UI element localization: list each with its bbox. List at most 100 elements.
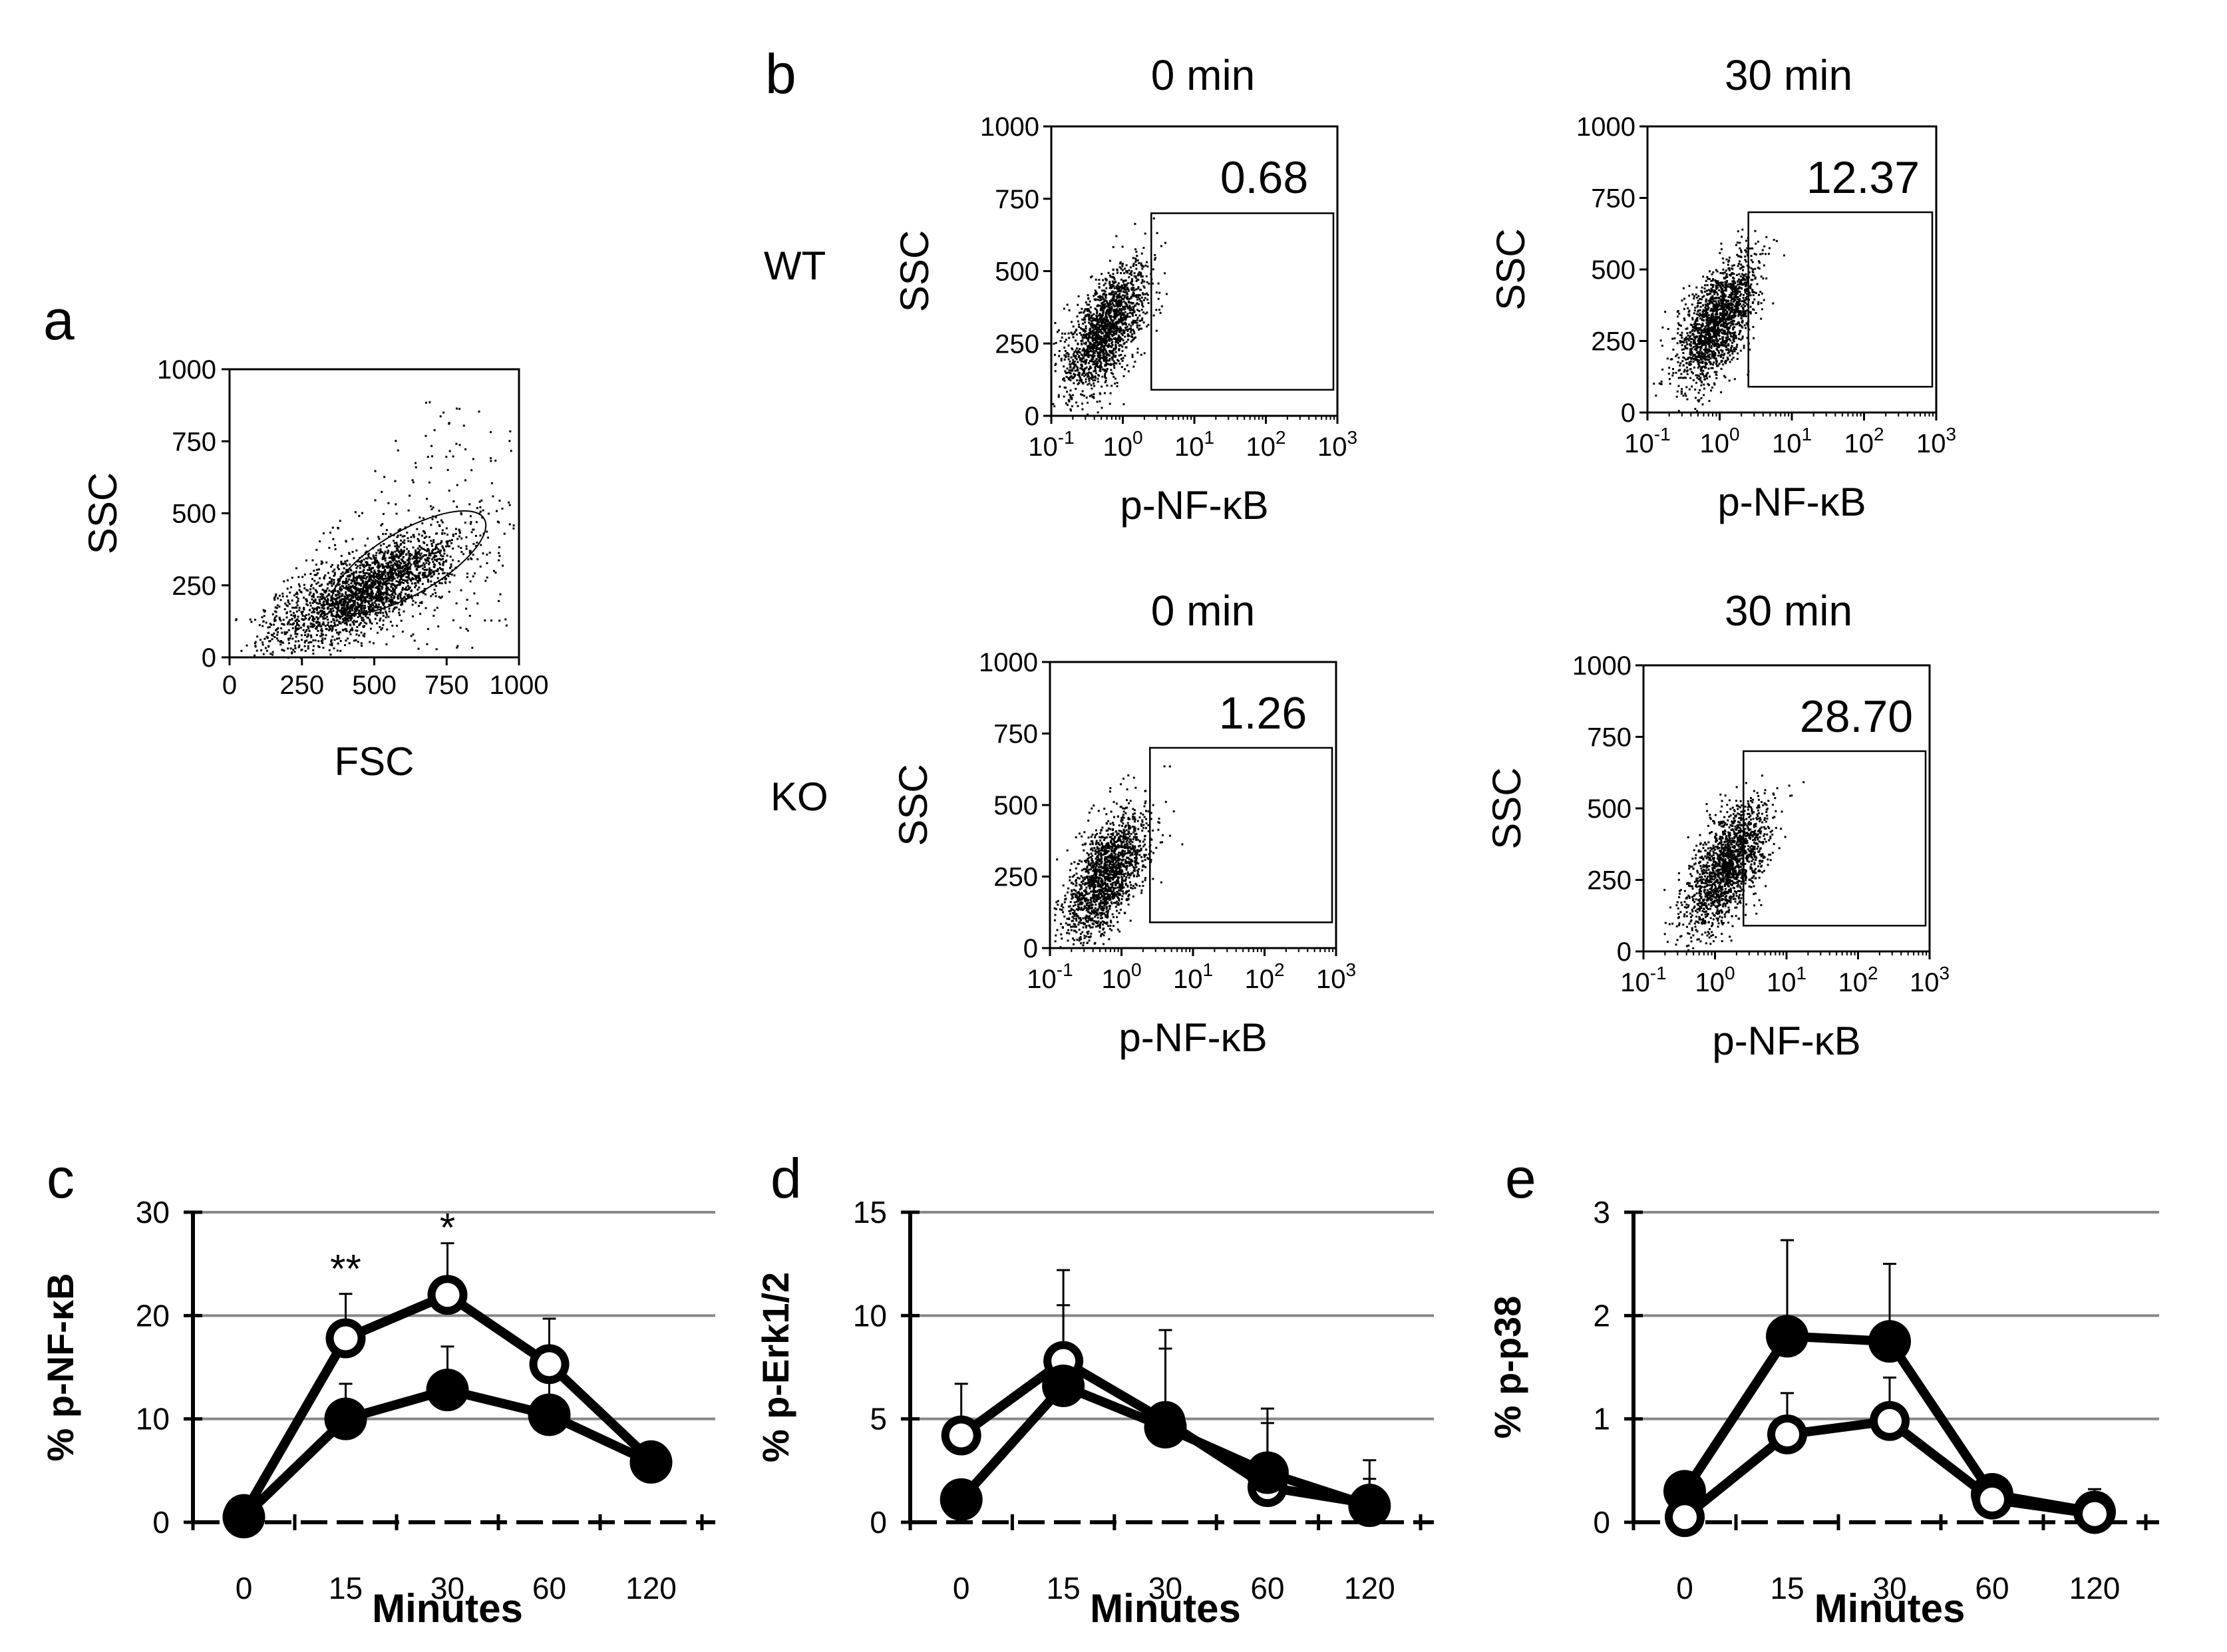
event-point [385, 529, 388, 532]
event-point [1083, 311, 1085, 314]
x-tick-label: 750 [425, 671, 469, 700]
event-point [273, 616, 276, 619]
event-point [440, 554, 442, 557]
event-point [466, 572, 468, 575]
event-point [442, 411, 445, 414]
event-point [1109, 339, 1111, 342]
event-point [1087, 294, 1089, 297]
event-point [399, 597, 402, 599]
event-point [1160, 245, 1162, 248]
event-point [1065, 371, 1067, 374]
event-point [413, 578, 415, 580]
event-point [393, 534, 395, 536]
event-point [399, 571, 402, 574]
event-point [1067, 332, 1070, 335]
event-point [362, 613, 365, 615]
event-point [319, 595, 322, 598]
event-point [1695, 349, 1698, 351]
event-point [277, 597, 279, 599]
event-point [1095, 350, 1097, 353]
event-point [397, 573, 400, 575]
event-point [391, 624, 394, 627]
event-point [1105, 295, 1107, 297]
event-point [348, 642, 351, 645]
event-point [462, 553, 464, 556]
event-point [368, 573, 370, 576]
event-point [401, 601, 403, 603]
event-point [1715, 280, 1717, 283]
event-point [479, 506, 482, 508]
event-point [1054, 370, 1057, 373]
event-point [382, 571, 385, 574]
event-point [1076, 379, 1079, 382]
event-point [423, 536, 426, 539]
event-point [343, 602, 345, 605]
event-point [1115, 339, 1117, 342]
event-point [415, 576, 418, 579]
event-point [325, 603, 328, 605]
event-point [1738, 278, 1740, 281]
event-point [413, 534, 415, 536]
event-point [1120, 303, 1122, 305]
event-point [397, 583, 399, 586]
event-point [347, 597, 349, 600]
event-point [364, 544, 367, 547]
event-point [372, 592, 375, 595]
event-point [427, 580, 430, 583]
event-point [413, 536, 415, 538]
event-point [394, 601, 397, 603]
event-point [327, 611, 330, 614]
event-point [336, 637, 338, 640]
event-point [410, 524, 413, 526]
event-point [271, 653, 274, 656]
event-point [391, 557, 394, 560]
event-point [399, 581, 402, 584]
event-point [1097, 377, 1099, 380]
event-point [397, 567, 399, 570]
event-point [369, 579, 371, 582]
event-point [1074, 363, 1077, 366]
event-point [1101, 303, 1104, 305]
event-point [442, 572, 444, 575]
event-point [430, 466, 432, 469]
event-point [1116, 329, 1118, 331]
event-point [327, 597, 329, 600]
event-point [273, 618, 275, 621]
event-point [388, 579, 391, 581]
event-point [441, 558, 444, 560]
event-point [369, 593, 371, 596]
event-point [1140, 327, 1143, 330]
event-point [1114, 351, 1117, 353]
event-point [377, 574, 380, 576]
event-point [1073, 373, 1075, 375]
event-point [1067, 353, 1070, 355]
x-tick-label: 100 [1103, 427, 1142, 462]
event-point [354, 594, 357, 597]
event-point [354, 600, 356, 602]
event-point [379, 590, 382, 593]
event-point [1141, 303, 1144, 306]
event-point [1701, 362, 1704, 365]
event-point [1697, 343, 1700, 345]
event-point [369, 595, 372, 598]
event-point [1101, 341, 1104, 344]
event-point [395, 503, 397, 506]
event-point [301, 613, 303, 615]
event-point [1137, 303, 1140, 305]
event-point [1097, 381, 1099, 383]
event-point [333, 615, 336, 617]
event-point [349, 631, 351, 633]
event-point [379, 617, 382, 620]
event-point [1114, 383, 1116, 385]
event-point [1124, 291, 1126, 293]
event-point [335, 615, 338, 617]
event-point [367, 569, 369, 572]
event-point [374, 617, 377, 620]
event-point [1697, 295, 1700, 297]
event-point [277, 631, 279, 633]
event-point [1112, 353, 1114, 355]
event-point [317, 572, 319, 575]
event-point [356, 581, 359, 584]
event-point [331, 628, 334, 631]
event-point [419, 613, 422, 615]
